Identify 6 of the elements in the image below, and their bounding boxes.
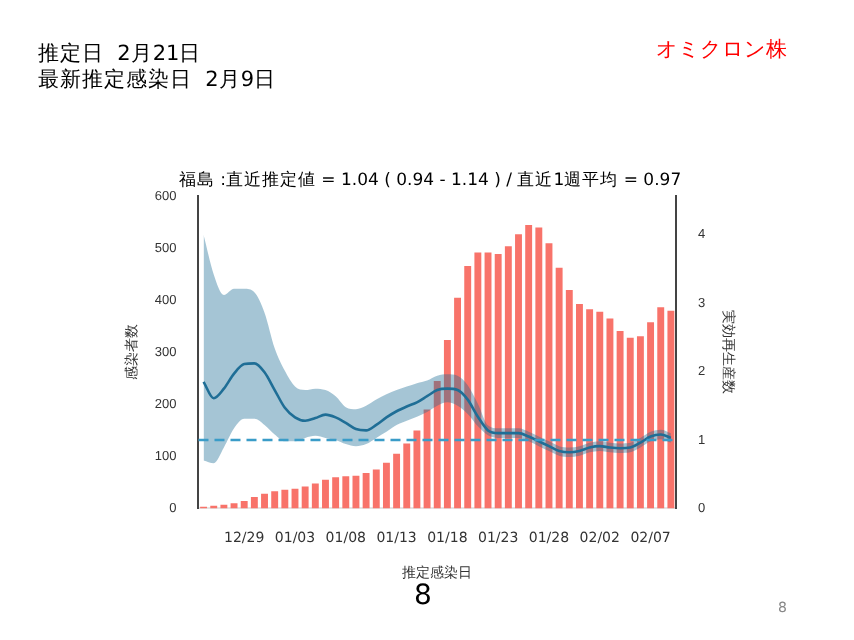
text: 最新推定感染日 2月9日 (38, 66, 277, 94)
text: 8 (414, 580, 432, 612)
text: オミクロン株 (656, 36, 788, 64)
line-series (202, 362, 673, 454)
text: 推定日 2月21日 (38, 40, 202, 68)
chart-title: 福島 :直近推定値 = 1.04 ( 0.94 - 1.14 ) / 直近1週平均 = 0.97 (178, 168, 682, 191)
